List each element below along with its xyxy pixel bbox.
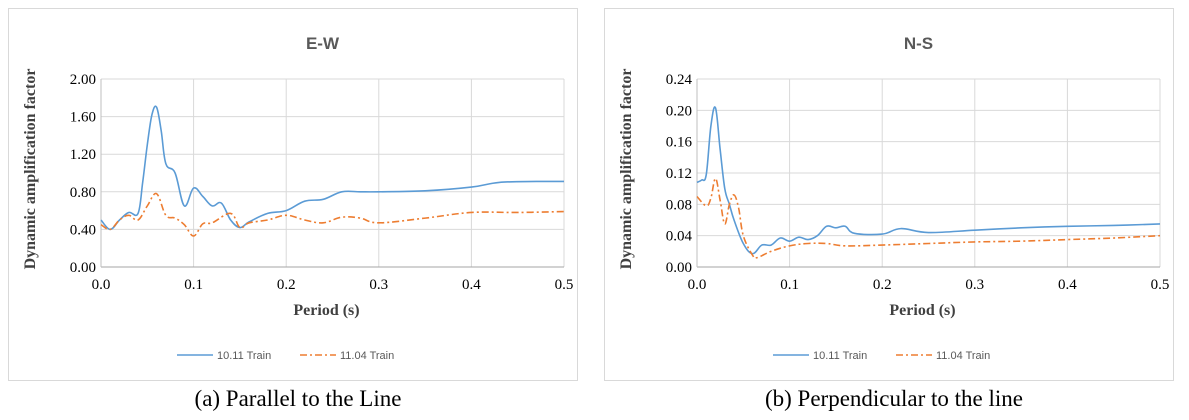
y-tick-label: 0.08 (666, 197, 692, 213)
series-line-train-1011 (696, 106, 1161, 255)
series-line-train-1104 (696, 177, 1161, 260)
legend-label: 10.11 Train (813, 350, 867, 362)
y-tick-label: 0.24 (666, 72, 693, 88)
y-tick-label: 1.60 (70, 110, 96, 126)
legend-label: 11.04 Train (340, 350, 394, 362)
x-tick-label: 0.3 (965, 277, 984, 293)
x-tick-label: 0.5 (555, 277, 574, 293)
y-tick-label: 0.20 (666, 103, 692, 119)
y-tick-label: 0.04 (666, 229, 693, 245)
x-tick-label: 0.1 (184, 277, 203, 293)
series-line-train-1104 (100, 192, 565, 237)
y-axis-label: Dynamic amplification factor (618, 69, 635, 270)
y-tick-label: 2.00 (70, 72, 96, 88)
x-axis-label: Period (s) (889, 302, 955, 319)
x-tick-label: 0.1 (780, 277, 799, 293)
y-tick-label: 0.00 (70, 260, 96, 276)
x-tick-label: 0.3 (369, 277, 388, 293)
caption-a: (a) Parallel to the Line (194, 386, 402, 411)
x-tick-label: 0.4 (1058, 277, 1077, 293)
y-tick-label: 0.80 (70, 185, 96, 201)
y-tick-label: 1.20 (70, 147, 96, 163)
series-line-train-1011 (100, 105, 565, 231)
chart-ns: N-S 0.00 0.04 0.08 0.12 0.16 0.20 0.24 0.0 0.1 0.2… (618, 34, 1170, 362)
y-tick-label: 0.12 (666, 166, 692, 182)
chart-title: E-W (306, 34, 340, 53)
caption-b: (b) Perpendicular to the line (764, 386, 1024, 411)
y-tick-label: 0.40 (70, 222, 96, 238)
x-tick-label: 0.5 (1151, 277, 1170, 293)
x-axis-label: Period (s) (293, 302, 359, 319)
y-axis-label: Dynamic amplification factor (22, 69, 39, 270)
chart-ew: E-W 0.00 0.40 0.80 1.20 1.60 2.00 0.0 0.1 0.2 0.3 0… (22, 34, 574, 362)
x-tick-label: 0.0 (92, 277, 111, 293)
x-tick-label: 0.0 (688, 277, 707, 293)
chart-area-ew: E-W 0.00 0.40 0.80 1.20 1.60 2.00 0.0 0.1 0.2 0.3 0… (8, 8, 578, 381)
y-tick-label: 0.00 (666, 260, 692, 276)
legend-label: 10.11 Train (217, 350, 271, 362)
x-tick-label: 0.4 (462, 277, 481, 293)
legend-label: 11.04 Train (936, 350, 990, 362)
y-tick-label: 0.16 (666, 135, 693, 151)
x-tick-label: 0.2 (277, 277, 296, 293)
chart-title: N-S (904, 34, 933, 53)
chart-area-ns: N-S 0.00 0.04 0.08 0.12 0.16 0.20 0.24 0.0 0.1 0.2… (604, 8, 1174, 381)
x-tick-label: 0.2 (873, 277, 892, 293)
